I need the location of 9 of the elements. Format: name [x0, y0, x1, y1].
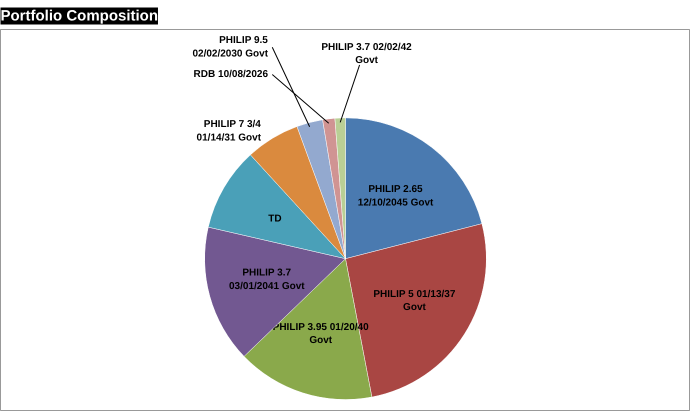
slice-label: PHILIP 5 01/13/37 Govt	[373, 289, 456, 314]
slice-label: TD	[268, 213, 282, 224]
slice-label: PHILIP 2.65 12/10/2045 Govt	[358, 184, 434, 208]
chart-title: Portfolio Composition	[0, 8, 158, 24]
slice-label: PHILIP 9.5 02/02/2030 Govt	[192, 35, 269, 60]
slice-label: RDB 10/08/2026	[194, 69, 268, 80]
slice-label: PHILIP 3.7 02/02/42 Govt	[321, 42, 412, 66]
slice-label: PHILIP 3.7 03/01/2041 Govt	[228, 268, 306, 292]
slice-label: PHILIP 7 3/4 01/14/31 Govt	[196, 119, 262, 144]
